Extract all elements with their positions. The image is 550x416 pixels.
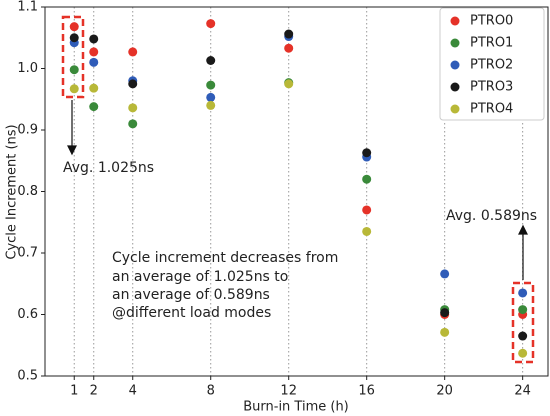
point (89, 57, 99, 67)
point (284, 43, 294, 53)
legend-marker (450, 104, 460, 114)
x-tick-label: 12 (280, 384, 297, 399)
y-tick-label: 1.0 (17, 61, 38, 76)
point (206, 92, 216, 102)
y-tick-label: 0.7 (17, 246, 38, 261)
point (518, 331, 528, 341)
point (284, 29, 294, 39)
legend-label: PTRO1 (470, 36, 513, 51)
note-line: Cycle increment decreases from (112, 250, 338, 266)
annotation: Avg. 1.025ns (63, 160, 154, 176)
highlight-box (511, 281, 535, 364)
x-tick-label: 8 (207, 384, 215, 399)
point (362, 174, 372, 184)
point (362, 226, 372, 236)
y-axis-label: Cycle Increment (ns) (5, 124, 20, 259)
note-line: @different load modes (112, 305, 271, 321)
point (206, 19, 216, 29)
point (128, 79, 138, 89)
point (440, 269, 450, 279)
highlight-box (61, 15, 85, 99)
legend-label: PTRO4 (470, 102, 513, 117)
x-tick-label: 16 (358, 384, 375, 399)
point (518, 288, 528, 298)
point (89, 83, 99, 93)
point (89, 34, 99, 44)
point (518, 305, 528, 315)
plot-frame (44, 6, 549, 377)
arrows (67, 100, 528, 280)
note-line: an average of 1.025ns to (112, 269, 288, 285)
annotation: Avg. 0.589ns (446, 208, 537, 224)
point (128, 47, 138, 57)
point (69, 84, 79, 94)
x-tick-label: 2 (90, 384, 98, 399)
y-tick-label: 0.9 (17, 123, 38, 138)
point (89, 102, 99, 112)
point (206, 80, 216, 90)
legend-label: PTRO2 (470, 58, 513, 73)
point (440, 308, 450, 318)
point (69, 65, 79, 75)
legend: PTRO0 PTRO1 PTRO2 PTRO3 PTRO4 (439, 7, 545, 121)
legend-marker (450, 16, 460, 26)
point (518, 348, 528, 358)
y-tick-label: 0.6 (17, 307, 38, 322)
x-tick-label: 1 (70, 384, 78, 399)
legend-marker (450, 38, 460, 48)
point (69, 22, 79, 32)
point (362, 148, 372, 158)
point (284, 79, 294, 89)
x-tick-label: 24 (514, 384, 531, 399)
legend-marker (450, 60, 460, 70)
y-tick-label: 1.1 (17, 0, 38, 15)
y-tick-label: 0.8 (17, 184, 38, 199)
legend-label: PTRO0 (470, 14, 513, 29)
point (440, 327, 450, 337)
highlight-boxes (61, 15, 535, 364)
point (128, 119, 138, 129)
point (362, 205, 372, 215)
note-line: an average of 0.589ns (112, 287, 270, 303)
x-tick-label: 4 (129, 384, 137, 399)
legend-marker (450, 82, 460, 92)
x-tick-label: 20 (436, 384, 453, 399)
arrow-head (67, 145, 77, 156)
point (69, 33, 79, 43)
point (206, 100, 216, 110)
legend-label: PTRO3 (470, 80, 513, 95)
arrow-head (518, 224, 528, 235)
y-tick-label: 0.5 (17, 369, 38, 384)
legend-box (439, 7, 545, 121)
point (128, 103, 138, 113)
x-axis-label: Burn-in Time (h) (243, 400, 349, 415)
point (89, 47, 99, 57)
plot: 1 2 4 8 12 16 20 240.50.60.70.80.91.01.1 (17, 0, 549, 399)
point (206, 56, 216, 66)
